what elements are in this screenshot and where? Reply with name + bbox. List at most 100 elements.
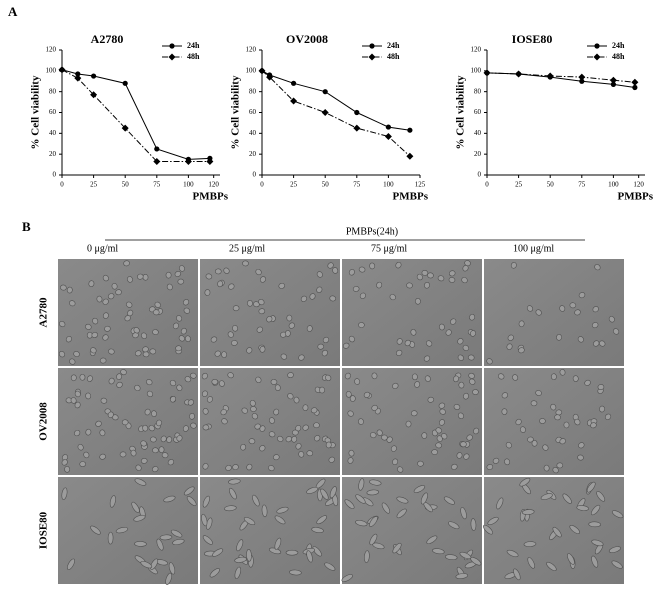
cell bbox=[608, 316, 615, 323]
cell bbox=[461, 277, 468, 284]
cell bbox=[312, 546, 322, 557]
cell bbox=[172, 322, 179, 330]
column-label: 100 μg/ml bbox=[513, 243, 554, 254]
cell bbox=[523, 541, 537, 547]
x-tick-label: 0 bbox=[485, 181, 489, 189]
cell bbox=[270, 379, 278, 385]
cell bbox=[431, 449, 438, 456]
cell bbox=[253, 301, 260, 308]
cell bbox=[69, 358, 76, 365]
cell bbox=[302, 424, 309, 431]
cell bbox=[243, 517, 256, 526]
cell bbox=[146, 379, 153, 386]
cell bbox=[152, 466, 159, 473]
cell bbox=[448, 521, 460, 530]
cell bbox=[204, 289, 211, 296]
cell bbox=[149, 348, 157, 355]
cell bbox=[506, 549, 519, 558]
cell bbox=[85, 392, 92, 400]
cell bbox=[424, 281, 430, 289]
cell bbox=[107, 293, 115, 300]
cell bbox=[116, 373, 123, 380]
cell bbox=[240, 443, 247, 451]
cell bbox=[448, 277, 456, 283]
cell bbox=[506, 343, 513, 350]
cell bbox=[358, 418, 364, 425]
cell bbox=[371, 372, 378, 380]
cell bbox=[109, 495, 116, 508]
cell bbox=[285, 436, 292, 443]
x-tick-label: 25 bbox=[290, 181, 298, 189]
cell bbox=[460, 441, 467, 448]
marker bbox=[579, 78, 585, 84]
y-tick-label: 0 bbox=[53, 171, 57, 179]
cell bbox=[134, 384, 141, 392]
cell bbox=[255, 268, 262, 276]
cell bbox=[224, 505, 237, 512]
cell bbox=[180, 327, 187, 335]
cell bbox=[457, 412, 464, 420]
legend-label: 24h bbox=[612, 41, 625, 50]
cell bbox=[266, 316, 273, 323]
cell bbox=[363, 550, 370, 563]
cell bbox=[202, 535, 213, 545]
cell bbox=[221, 351, 228, 358]
cell bbox=[435, 427, 442, 434]
cell bbox=[69, 300, 76, 307]
x-tick-label: 100 bbox=[383, 181, 394, 189]
cell bbox=[176, 384, 183, 392]
cell bbox=[421, 432, 428, 439]
cell bbox=[152, 447, 159, 454]
cell bbox=[258, 308, 266, 315]
cell bbox=[559, 438, 566, 445]
cell bbox=[550, 373, 557, 381]
cell bbox=[276, 506, 289, 514]
x-tick-label: 50 bbox=[122, 181, 130, 189]
cell bbox=[611, 560, 623, 569]
marker bbox=[169, 43, 175, 49]
cell bbox=[166, 283, 173, 291]
cell bbox=[99, 453, 106, 460]
marker bbox=[610, 81, 617, 87]
x-axis-label: PMBPs bbox=[193, 191, 229, 203]
cell bbox=[142, 351, 150, 358]
cell bbox=[324, 374, 332, 381]
cell bbox=[501, 392, 509, 399]
marker bbox=[368, 53, 376, 61]
cell bbox=[483, 524, 493, 535]
cell bbox=[217, 280, 224, 288]
cell bbox=[411, 373, 418, 381]
cell bbox=[592, 306, 599, 313]
cell bbox=[174, 270, 182, 278]
y-tick-label: 60 bbox=[49, 108, 57, 116]
cell bbox=[309, 293, 316, 300]
marker bbox=[258, 67, 266, 75]
cell bbox=[67, 558, 75, 570]
cell bbox=[92, 317, 99, 325]
cell bbox=[255, 376, 262, 384]
marker bbox=[385, 124, 391, 130]
marker bbox=[515, 70, 523, 78]
cell bbox=[456, 452, 463, 459]
cell bbox=[223, 267, 230, 274]
cell bbox=[347, 457, 354, 464]
marker bbox=[75, 71, 81, 77]
cell bbox=[259, 276, 266, 283]
cell bbox=[165, 572, 173, 585]
cell bbox=[586, 481, 596, 493]
cell bbox=[438, 402, 446, 409]
cell bbox=[427, 272, 434, 279]
cell bbox=[220, 409, 227, 416]
cell bbox=[604, 413, 612, 421]
cell bbox=[77, 444, 84, 451]
legend-label: 24h bbox=[187, 41, 200, 50]
cell bbox=[590, 422, 597, 429]
cell bbox=[420, 492, 428, 505]
marker bbox=[354, 109, 360, 116]
cell bbox=[125, 301, 133, 308]
cell bbox=[358, 322, 365, 328]
cell bbox=[588, 521, 601, 528]
cell bbox=[363, 391, 371, 398]
cell bbox=[574, 309, 581, 316]
marker bbox=[407, 127, 413, 133]
